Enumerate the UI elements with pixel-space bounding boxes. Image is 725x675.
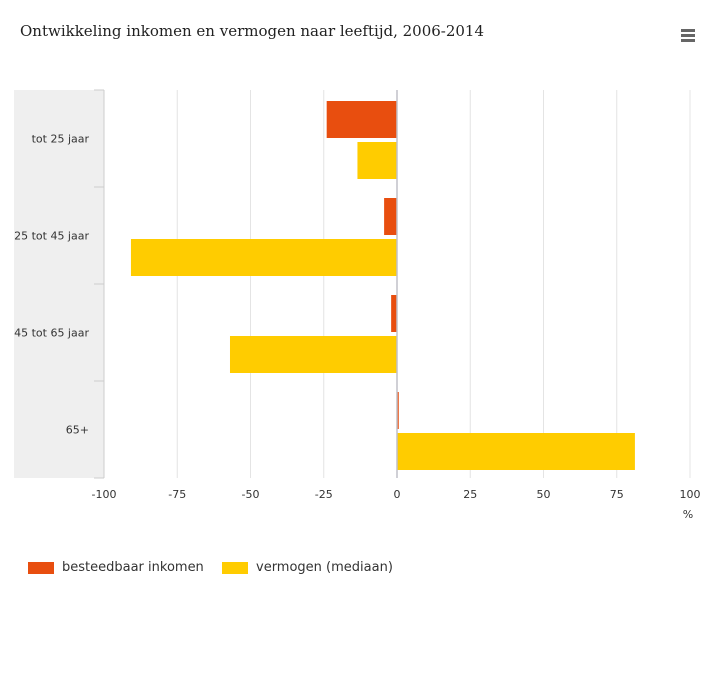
bar-vermogen [229,336,397,373]
legend-item-inkomen[interactable]: besteedbaar inkomen [28,560,204,575]
category-label: tot 25 jaar [32,133,90,146]
bar-chart: -100 -75 -50 -25 0 25 50 75 100% tot 25 jaar 25 to… [14,89,701,521]
category-label: 25 tot 45 jaar [14,230,89,243]
bar-inkomen [397,392,399,429]
x-tick-label: -75 [168,488,186,501]
bar-inkomen [326,101,397,138]
legend-label: vermogen (mediaan) [256,560,393,575]
x-tick-label: 100 [680,488,701,501]
legend-label: besteedbaar inkomen [62,560,204,575]
x-tick-label: -50 [242,488,260,501]
bar-vermogen [357,142,397,179]
x-tick-label: 75 [610,488,624,501]
x-axis-label: % [683,508,693,521]
x-tick-label: 0 [394,488,401,501]
x-tick-label: -25 [315,488,333,501]
legend-swatch [222,561,248,574]
bar-vermogen [397,433,635,470]
legend-item-vermogen[interactable]: vermogen (mediaan) [222,560,393,575]
x-tick-label: 25 [463,488,477,501]
bar-vermogen [130,239,397,276]
category-label: 45 tot 65 jaar [14,327,89,340]
bar-inkomen [391,295,397,332]
category-axis-band [14,90,104,478]
bar-inkomen [384,198,397,235]
legend-swatch [28,561,54,574]
x-tick-label: -100 [92,488,117,501]
chart-title: Ontwikkeling inkomen en vermogen naar le… [20,22,485,40]
category-label: 65+ [66,424,89,437]
x-tick-label: 50 [537,488,551,501]
hamburger-menu-icon[interactable] [681,29,695,44]
